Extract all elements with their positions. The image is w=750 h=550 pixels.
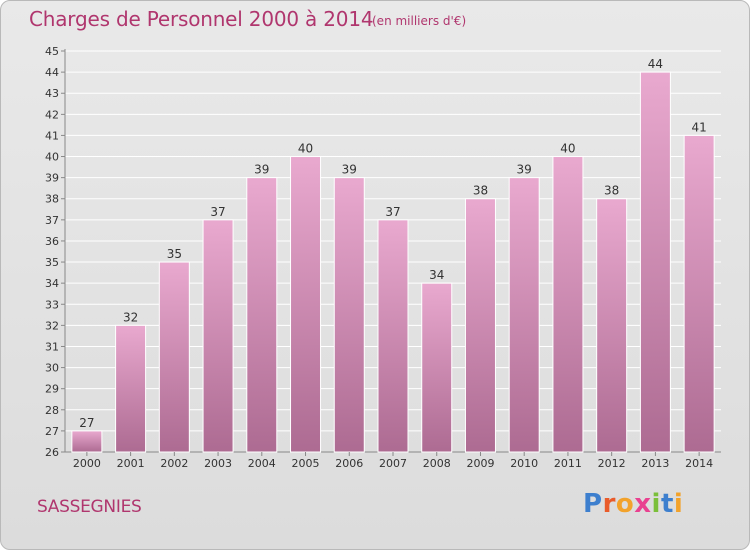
bar bbox=[552, 156, 584, 453]
chart-subtitle: (en milliers d'€) bbox=[372, 14, 467, 28]
x-tick-label: 2000 bbox=[73, 457, 101, 470]
bar bbox=[290, 156, 322, 453]
logo-letter: t bbox=[660, 489, 674, 519]
x-tick-label: 2014 bbox=[685, 457, 713, 470]
y-tick-label: 38 bbox=[45, 193, 59, 206]
y-tick-label: 34 bbox=[45, 277, 59, 290]
y-tick-label: 29 bbox=[45, 383, 59, 396]
bar bbox=[596, 198, 628, 453]
y-tick-label: 40 bbox=[45, 151, 59, 164]
bar-value-label: 39 bbox=[254, 163, 269, 177]
chart-title: Charges de Personnel 2000 à 2014 bbox=[29, 7, 374, 31]
y-tick-label: 27 bbox=[45, 425, 59, 438]
x-tick-label: 2005 bbox=[292, 457, 320, 470]
bar bbox=[508, 177, 540, 453]
bar bbox=[115, 324, 147, 453]
bar bbox=[639, 71, 671, 453]
y-tick-label: 28 bbox=[45, 404, 59, 417]
x-tick-label: 2010 bbox=[510, 457, 538, 470]
bar-value-label: 39 bbox=[517, 163, 532, 177]
y-tick-label: 42 bbox=[45, 108, 59, 121]
bar-value-label: 44 bbox=[648, 57, 663, 71]
x-tick-label: 2011 bbox=[554, 457, 582, 470]
x-tick-label: 2007 bbox=[379, 457, 407, 470]
y-tick-label: 36 bbox=[45, 235, 59, 248]
bar-value-label: 38 bbox=[604, 184, 619, 198]
y-tick-label: 31 bbox=[45, 340, 59, 353]
logo-letter: o bbox=[615, 489, 635, 519]
x-tick-label: 2001 bbox=[117, 457, 145, 470]
x-tick-label: 2002 bbox=[160, 457, 188, 470]
bar bbox=[464, 198, 496, 453]
proxiti-logo[interactable]: Proxiti bbox=[583, 489, 683, 519]
bar-value-label: 38 bbox=[473, 184, 488, 198]
bar-value-label: 37 bbox=[385, 205, 400, 219]
y-tick-label: 30 bbox=[45, 362, 59, 375]
y-tick-label: 45 bbox=[45, 45, 59, 58]
logo-letter: P bbox=[583, 489, 603, 519]
y-tick-label: 37 bbox=[45, 214, 59, 227]
commune-name: SASSEGNIES bbox=[37, 497, 142, 517]
x-tick-label: 2012 bbox=[598, 457, 626, 470]
x-tick-label: 2013 bbox=[641, 457, 669, 470]
y-tick-label: 44 bbox=[45, 66, 59, 79]
bar bbox=[421, 282, 453, 453]
x-tick-label: 2009 bbox=[466, 457, 494, 470]
y-tick-label: 35 bbox=[45, 256, 59, 269]
bar-value-label: 40 bbox=[298, 142, 313, 156]
logo-letter: x bbox=[634, 489, 652, 519]
logo-letter: i bbox=[673, 489, 684, 519]
bar bbox=[71, 430, 103, 453]
bar bbox=[333, 177, 365, 453]
bar-value-label: 40 bbox=[560, 142, 575, 156]
logo-letter: i bbox=[651, 489, 661, 519]
y-tick-label: 32 bbox=[45, 319, 59, 332]
bar-value-label: 41 bbox=[691, 120, 706, 134]
bar bbox=[202, 219, 234, 453]
logo-letter: r bbox=[602, 489, 616, 519]
bar-value-label: 35 bbox=[167, 247, 182, 261]
x-tick-label: 2006 bbox=[335, 457, 363, 470]
y-tick-label: 39 bbox=[45, 172, 59, 185]
y-tick-label: 26 bbox=[45, 446, 59, 459]
bar-value-label: 27 bbox=[79, 416, 94, 430]
x-tick-label: 2003 bbox=[204, 457, 232, 470]
bar-value-label: 32 bbox=[123, 310, 138, 324]
x-tick-label: 2008 bbox=[423, 457, 451, 470]
bar-value-label: 34 bbox=[429, 268, 444, 282]
bar bbox=[158, 261, 190, 453]
bar-value-label: 37 bbox=[210, 205, 225, 219]
bar-value-label: 39 bbox=[342, 163, 357, 177]
x-tick-label: 2004 bbox=[248, 457, 276, 470]
y-tick-label: 33 bbox=[45, 298, 59, 311]
bar bbox=[246, 177, 278, 453]
bar bbox=[683, 134, 715, 453]
y-tick-label: 41 bbox=[45, 129, 59, 142]
y-tick-label: 43 bbox=[45, 87, 59, 100]
bar bbox=[377, 219, 409, 453]
